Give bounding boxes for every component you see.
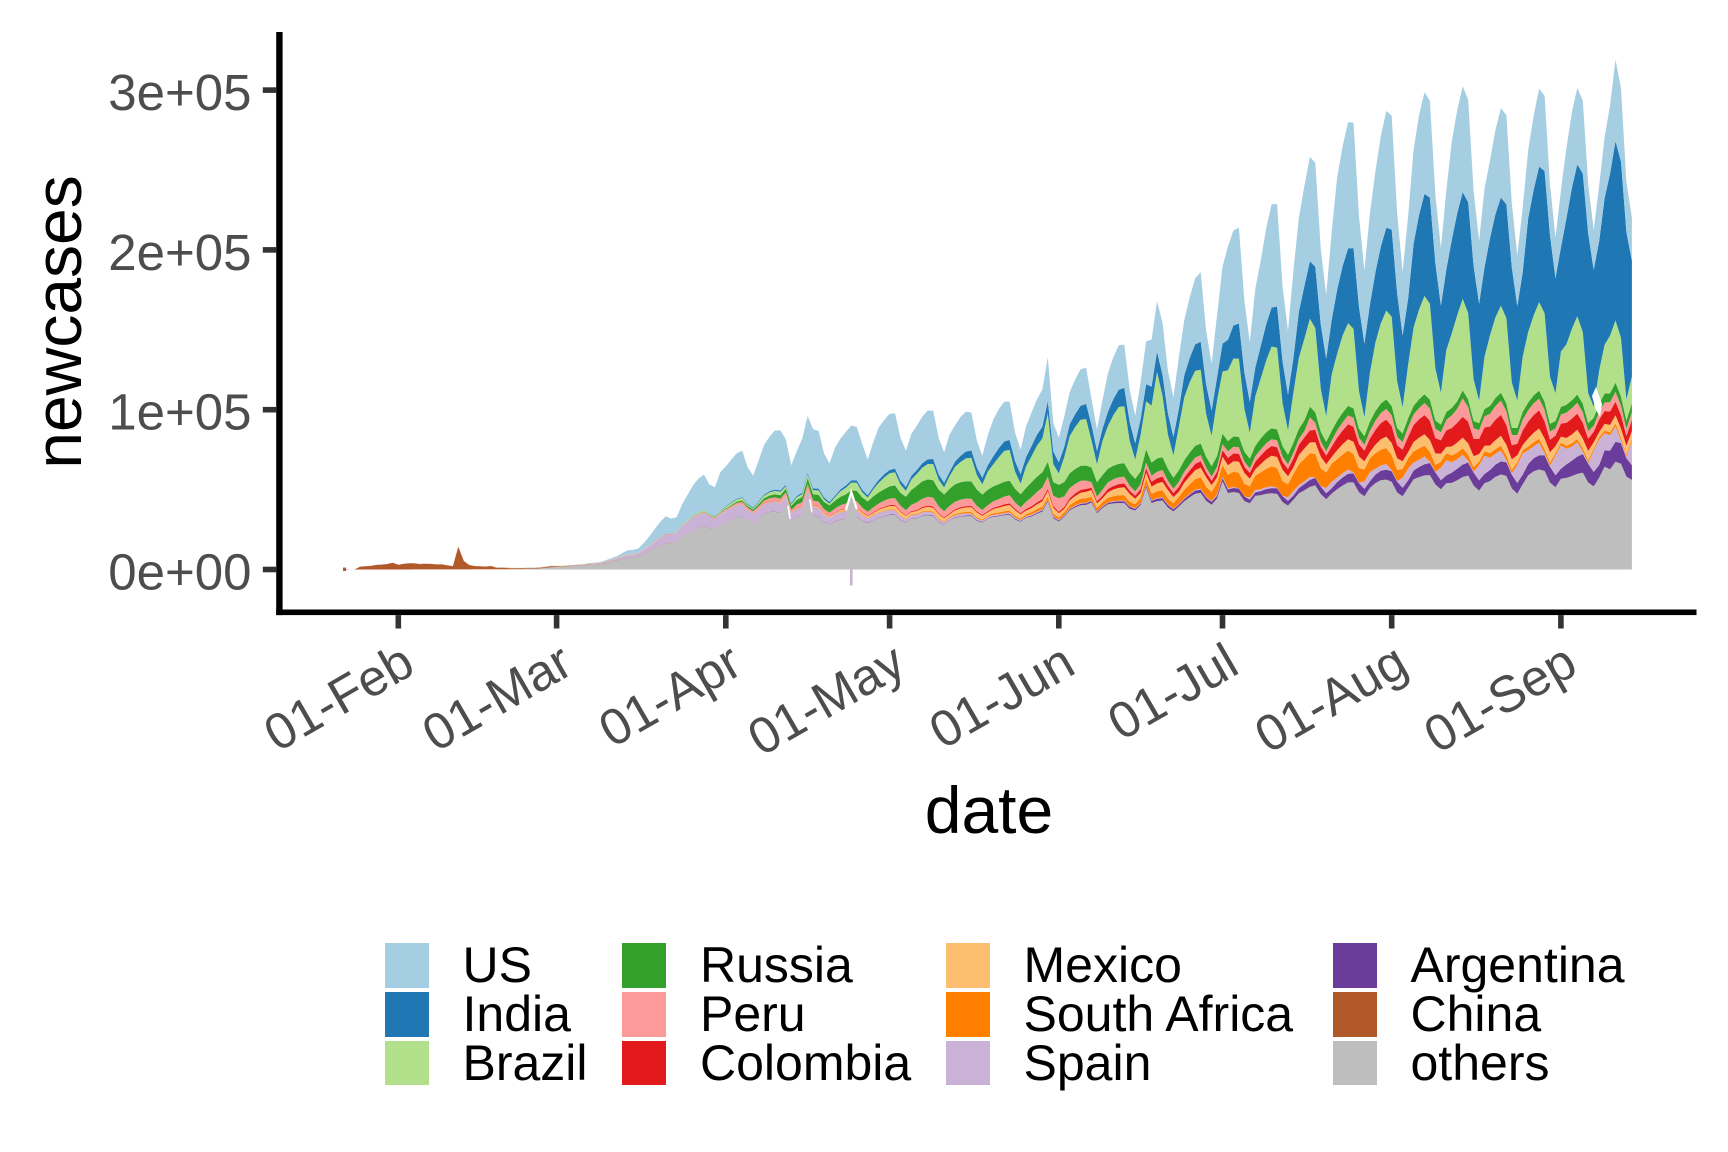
svg-text:01-Aug: 01-Aug [1245,632,1416,764]
svg-text:01-Feb: 01-Feb [254,632,422,762]
svg-text:1e+05: 1e+05 [108,384,251,441]
svg-text:01-Apr: 01-Apr [589,632,750,758]
svg-text:2e+05: 2e+05 [108,224,251,281]
svg-text:3e+05: 3e+05 [108,64,251,121]
svg-text:01-Jun: 01-Jun [920,632,1084,759]
svg-text:01-Sep: 01-Sep [1414,632,1585,764]
svg-text:newcases: newcases [21,175,95,469]
svg-text:date: date [925,773,1053,847]
svg-text:0e+00: 0e+00 [108,544,251,601]
svg-text:01-Jul: 01-Jul [1098,632,1247,751]
svg-text:01-Mar: 01-Mar [413,632,581,762]
svg-text:01-May: 01-May [738,632,914,767]
